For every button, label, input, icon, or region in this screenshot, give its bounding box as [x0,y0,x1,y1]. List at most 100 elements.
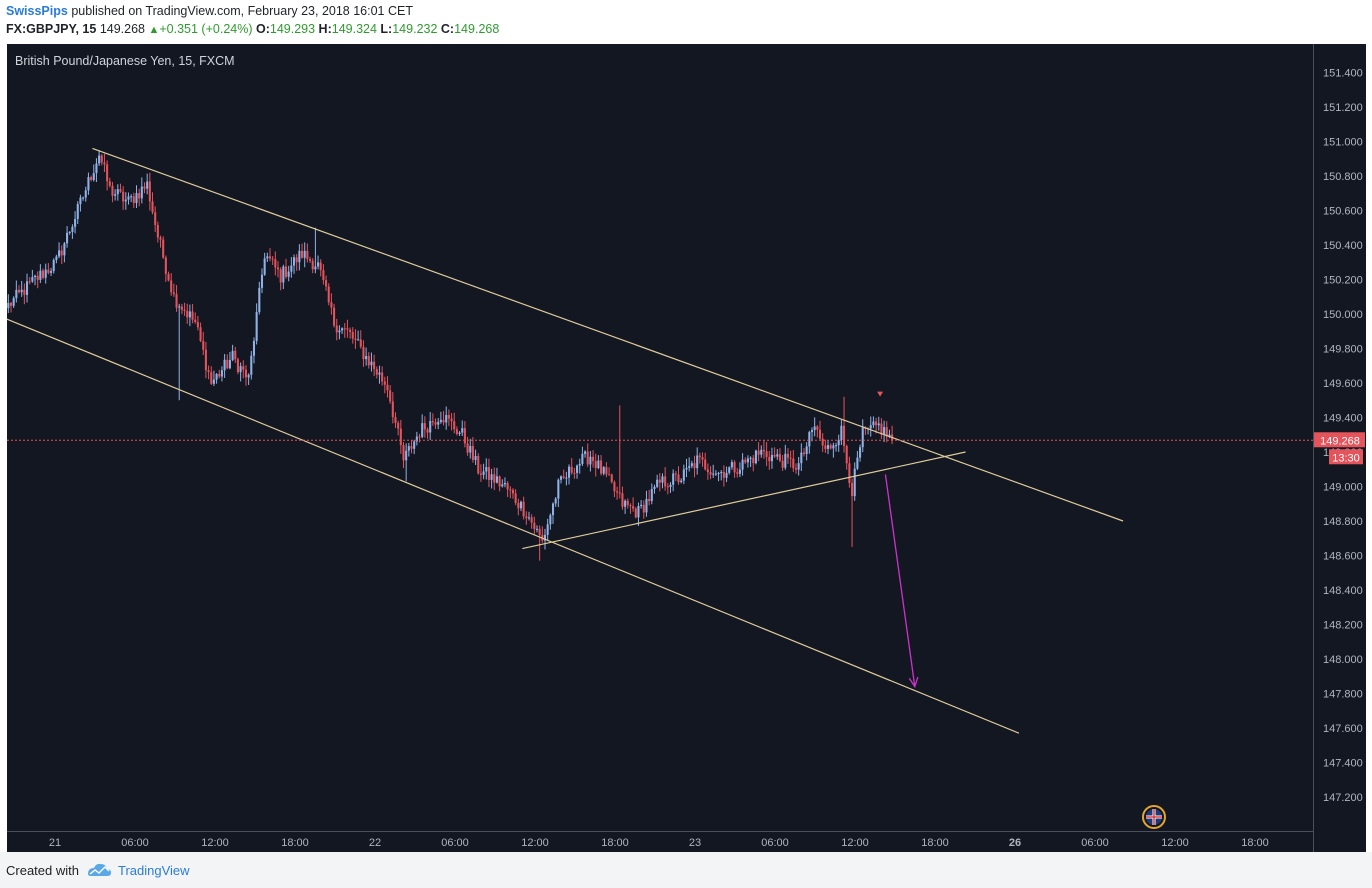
candle-body [768,456,771,462]
y-tick-label: 151.400 [1323,68,1363,80]
trend-line[interactable] [6,318,1020,734]
candle-body [12,298,15,306]
candle-body [565,477,568,479]
candle-body [223,359,226,371]
candle-body [594,461,597,469]
candle-body [130,196,133,198]
candle-body [722,471,725,478]
candle-body [802,452,806,455]
candle-body [749,457,752,459]
author-name[interactable]: SwissPips [6,4,68,18]
candle-body [837,440,840,446]
open-value: 149.293 [269,22,316,36]
x-tick-label: 06:00 [1081,837,1109,849]
x-tick-label: 12:00 [521,837,549,849]
candle-body [648,498,651,502]
candle-body [592,456,595,462]
y-tick-label: 147.600 [1323,723,1363,735]
candle-body [810,430,814,433]
candle-body [800,452,803,464]
candle-body [709,472,712,475]
candle-body [159,237,162,240]
candle-body [813,426,816,431]
x-tick-label: 06:00 [761,837,789,849]
candle-body [351,332,354,339]
candle-body [506,482,509,490]
y-tick-label: 148.600 [1323,551,1363,563]
candle-body [888,434,891,437]
candle-body [501,484,504,487]
candle-body [503,482,506,485]
candle-body [132,196,135,203]
trend-line[interactable] [522,451,966,550]
candle-body [71,226,74,232]
price-axis[interactable] [1313,44,1366,852]
candle-body [714,473,717,475]
plot-area [7,44,1313,831]
projection-arrow[interactable] [884,474,916,687]
trend-line[interactable] [92,147,1124,522]
candle-body [172,292,175,295]
signal-marker-icon [877,391,884,397]
candle-body [450,418,453,422]
candle-body [220,370,223,377]
candle-body [744,459,747,463]
candle-body [156,224,159,238]
candle-body [578,463,581,466]
x-tick-label: 06:00 [121,837,149,849]
candle-body [610,474,613,483]
candle-body [346,328,349,330]
candle-body [236,359,239,373]
last-price: 149.268 [99,22,145,36]
candle-body [856,457,859,469]
candle-body [733,462,736,473]
candle-body [586,451,589,465]
candle-body [581,453,584,464]
projection-arrowhead-icon [908,676,919,689]
x-tick-label: 12:00 [841,837,869,849]
candle-body [60,250,63,256]
candle-body [17,289,21,293]
candle-body [533,522,536,530]
candle-body [712,473,715,475]
y-tick-label: 150.800 [1323,171,1363,183]
candle-body [765,451,768,457]
candle-body [549,515,552,525]
candle-body [359,339,362,347]
tradingview-link[interactable]: TradingView [118,863,190,878]
candle-body [600,460,603,474]
high-label: H: [318,22,332,36]
chart-header: SwissPips published on TradingView.com, … [0,0,1372,44]
candle-body [84,190,87,198]
candle-body [693,463,696,469]
y-tick-label: 148.800 [1323,516,1363,528]
candle-body [349,329,352,333]
candle-body [410,446,413,449]
candle-body [717,473,720,475]
candle-body [437,421,440,425]
candle-body [447,415,450,419]
time-axis[interactable] [7,831,1313,852]
candle-body [493,474,496,483]
low-value: 149.232 [392,22,438,36]
candle-body [186,310,189,318]
candle-body [290,265,293,272]
candle-body [829,445,832,449]
candle-body [530,517,533,523]
candle-body [365,356,368,360]
symbol-label: FX:GBPJPY, 15 [6,22,97,36]
tradingview-logo-icon[interactable] [86,861,112,877]
candle-body [645,498,648,513]
candle-body [752,457,755,464]
candle-body [618,492,621,494]
candle-body [162,239,165,258]
y-tick-label: 147.200 [1323,792,1363,804]
candle-body [341,328,344,331]
x-tick-label: 18:00 [601,837,629,849]
candle-body [442,419,445,423]
candle-body [770,454,773,462]
candle-body [495,476,498,483]
candle-body [140,186,143,199]
candle-body [92,173,95,181]
